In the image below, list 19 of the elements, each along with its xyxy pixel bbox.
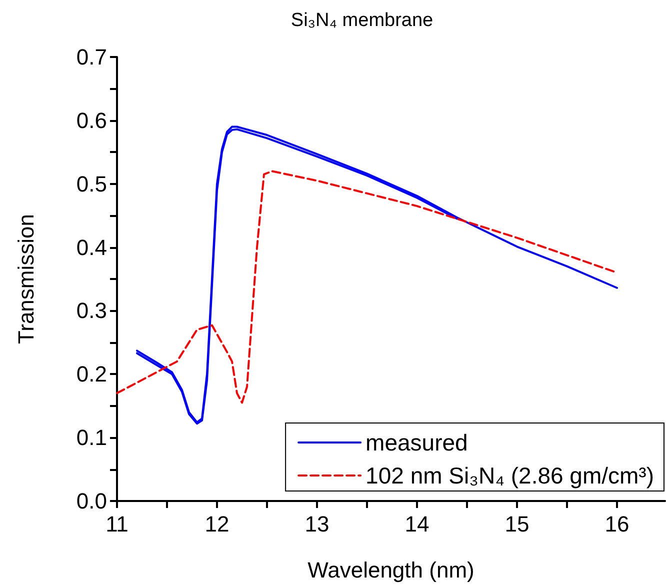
x-tick-label: 15 — [504, 512, 530, 536]
y-tick-label: 0.6 — [76, 108, 107, 133]
x-axis-title: Wavelength (nm) — [308, 558, 474, 582]
x-tick-label: 16 — [604, 512, 630, 536]
y-axis-title: Transmission — [14, 214, 38, 344]
x-tick-label: 12 — [204, 512, 230, 536]
legend-label: measured — [366, 430, 468, 456]
chart-title: Si₃N₄ membrane — [290, 10, 434, 31]
y-tick-label: 0.5 — [76, 171, 107, 196]
x-tick-label: 11 — [106, 512, 128, 536]
x-tick-label: 13 — [304, 512, 330, 536]
y-tick-label: 0.2 — [76, 362, 107, 387]
legend-label: 102 nm Si₃N₄ (2.86 gm/cm³) — [366, 462, 654, 488]
y-tick-label: 0.0 — [76, 488, 107, 514]
y-tick-label: 0.4 — [76, 234, 107, 260]
y-tick-label: 0.1 — [76, 425, 107, 450]
y-tick-label: 0.7 — [76, 44, 107, 70]
x-tick-label: 14 — [404, 512, 430, 536]
y-tick-label: 0.3 — [76, 298, 107, 324]
